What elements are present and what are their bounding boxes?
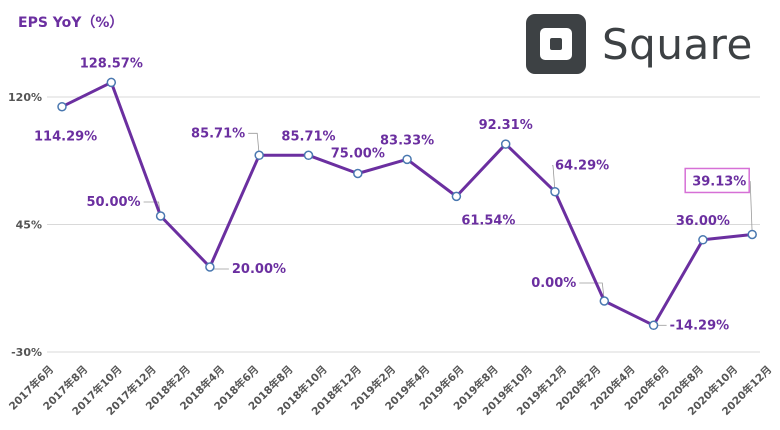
- y-tick-label: 120%: [8, 91, 42, 104]
- data-point: [648, 320, 659, 331]
- y-tick-label: 45%: [16, 219, 42, 232]
- data-label: 50.00%: [86, 195, 140, 210]
- chart-title: EPS YoY（%）: [18, 15, 124, 31]
- data-point: [57, 101, 67, 112]
- square-logo-text: Square: [602, 19, 753, 69]
- data-label: 39.13%: [692, 174, 746, 189]
- data-point: [303, 150, 314, 161]
- data-label: 36.00%: [676, 214, 730, 229]
- y-tick-label: -30%: [11, 346, 42, 359]
- data-label: 85.71%: [191, 126, 245, 141]
- label-leader: [552, 165, 556, 192]
- data-point: [747, 229, 757, 240]
- data-point: [451, 191, 462, 202]
- data-point: [254, 150, 264, 161]
- data-point: [698, 235, 708, 245]
- highlight-box: [684, 167, 750, 194]
- data-label: -14.29%: [670, 318, 730, 333]
- data-label: 83.33%: [380, 133, 434, 148]
- label-leader: [248, 132, 260, 156]
- data-point: [353, 168, 363, 179]
- data-point: [500, 139, 511, 149]
- data-point: [155, 211, 166, 221]
- data-label: 128.57%: [80, 56, 143, 71]
- data-label: 61.54%: [461, 213, 515, 228]
- data-point: [106, 77, 117, 88]
- data-point: [402, 154, 412, 165]
- data-label: 20.00%: [232, 262, 286, 277]
- data-label: 64.29%: [555, 159, 609, 174]
- square-logo: Square: [526, 14, 753, 74]
- data-label: 0.00%: [531, 276, 576, 291]
- eps-yoy-line: [61, 80, 753, 327]
- square-logo-icon: [526, 14, 586, 74]
- data-point: [550, 186, 560, 197]
- data-label: 75.00%: [331, 147, 385, 162]
- label-leader: [579, 282, 605, 302]
- data-label: 85.71%: [281, 129, 335, 144]
- data-label: 92.31%: [479, 118, 533, 133]
- data-point: [205, 262, 215, 272]
- data-point: [599, 296, 610, 306]
- data-label: 114.29%: [34, 130, 97, 145]
